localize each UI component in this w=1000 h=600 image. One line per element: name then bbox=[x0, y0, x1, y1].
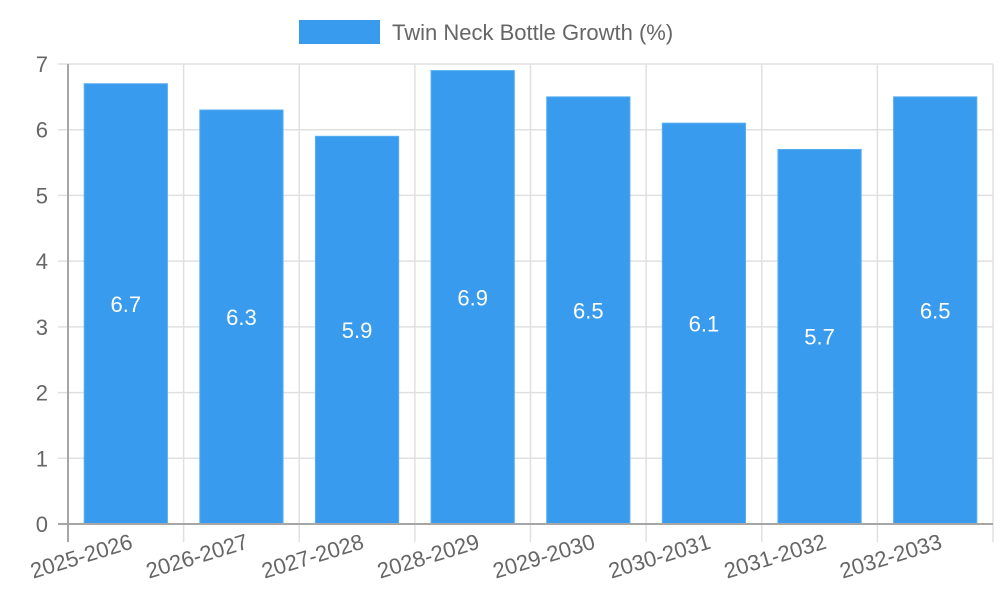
bar[interactable] bbox=[199, 109, 284, 525]
bar[interactable] bbox=[430, 70, 515, 525]
bar[interactable] bbox=[777, 148, 862, 525]
bar-2029-2030[interactable]: 6.5 bbox=[546, 96, 631, 525]
bars: 6.7 6.3 5.9 6.9 6.5 6.1 5.7 6.5 bbox=[83, 70, 978, 525]
bar[interactable] bbox=[314, 135, 400, 525]
y-tick-label: 1 bbox=[36, 446, 48, 471]
legend[interactable]: Twin Neck Bottle Growth (%) bbox=[299, 20, 673, 45]
x-tick-label: 2028-2029 bbox=[374, 529, 482, 584]
bar-2031-2032[interactable]: 5.7 bbox=[777, 148, 862, 525]
bar-2026-2027[interactable]: 6.3 bbox=[199, 109, 284, 525]
bar-value-label: 6.5 bbox=[920, 298, 951, 323]
bar[interactable] bbox=[661, 122, 747, 525]
bar[interactable] bbox=[83, 83, 168, 525]
bar[interactable] bbox=[893, 96, 978, 525]
y-tick-label: 4 bbox=[36, 249, 48, 274]
y-tick-label: 2 bbox=[36, 381, 48, 406]
bar-2025-2026[interactable]: 6.7 bbox=[83, 83, 168, 525]
x-tick-label: 2031-2032 bbox=[721, 529, 829, 584]
bar-value-label: 5.7 bbox=[804, 325, 835, 350]
x-tick-label: 2026-2027 bbox=[143, 529, 251, 584]
x-axis-ticks: 2025-2026 2026-2027 2027-2028 2028-2029 2029… bbox=[27, 529, 944, 584]
bar-value-label: 6.3 bbox=[226, 305, 257, 330]
axes bbox=[58, 64, 993, 542]
y-tick-label: 6 bbox=[36, 118, 48, 143]
bar-2028-2029[interactable]: 6.9 bbox=[430, 70, 515, 525]
bar-value-label: 6.9 bbox=[457, 285, 488, 310]
x-tick-label: 2030-2031 bbox=[605, 529, 713, 584]
y-tick-label: 7 bbox=[36, 52, 48, 77]
y-tick-label: 3 bbox=[36, 315, 48, 340]
bar-value-label: 5.9 bbox=[342, 318, 373, 343]
bar-value-label: 6.5 bbox=[573, 298, 604, 323]
x-tick-label: 2025-2026 bbox=[27, 529, 135, 584]
y-tick-label: 5 bbox=[36, 183, 48, 208]
x-tick-label: 2027-2028 bbox=[259, 529, 367, 584]
x-tick-label: 2029-2030 bbox=[490, 529, 598, 584]
y-tick-label: 0 bbox=[36, 512, 48, 537]
legend-swatch bbox=[299, 20, 380, 44]
bar-value-label: 6.7 bbox=[111, 292, 142, 317]
bar-value-label: 6.1 bbox=[689, 312, 720, 337]
bar-2030-2031[interactable]: 6.1 bbox=[661, 122, 747, 525]
x-tick-label: 2032-2033 bbox=[837, 529, 945, 584]
bar-2027-2028[interactable]: 5.9 bbox=[314, 135, 400, 525]
bar[interactable] bbox=[546, 96, 631, 525]
legend-label: Twin Neck Bottle Growth (%) bbox=[392, 20, 673, 45]
bar-2032-2033[interactable]: 6.5 bbox=[893, 96, 978, 525]
y-axis-ticks: 0 1 2 3 4 5 6 7 bbox=[36, 52, 48, 537]
